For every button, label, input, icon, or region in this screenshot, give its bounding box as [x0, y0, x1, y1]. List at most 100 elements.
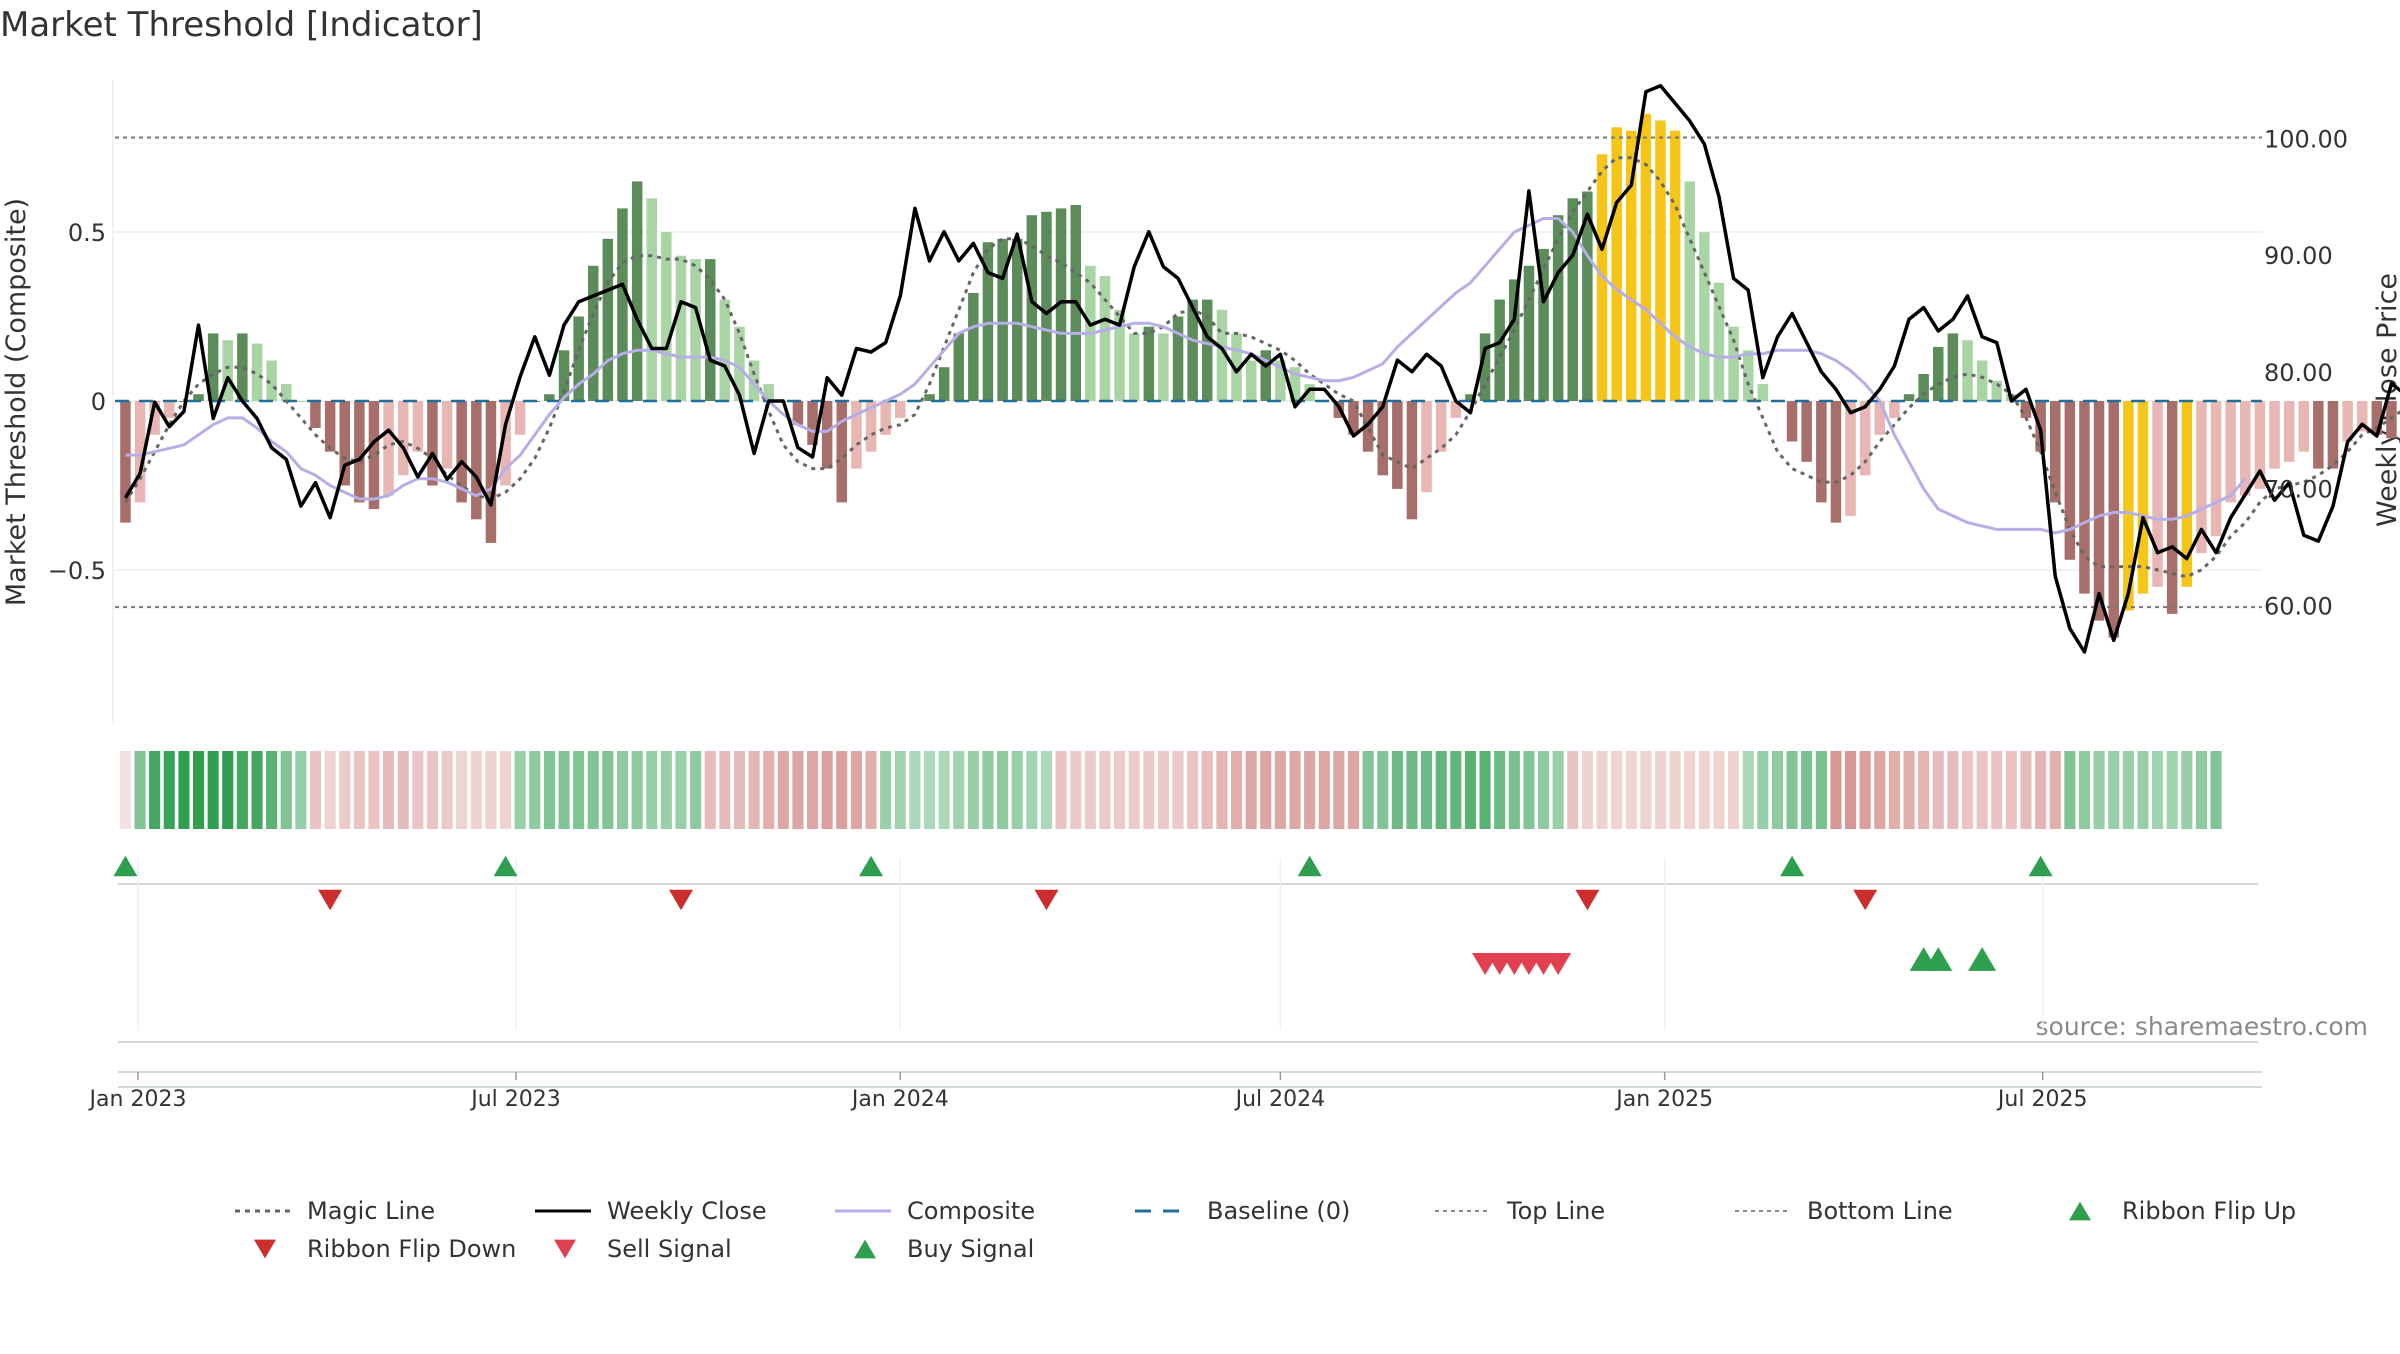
ribbon-cell	[690, 751, 702, 829]
legend-label: Top Line	[1506, 1197, 1605, 1225]
ribbon-cell	[500, 751, 512, 829]
composite-bar	[2357, 401, 2368, 432]
composite-bar	[1830, 401, 1842, 523]
ribbon-cell	[1450, 751, 1462, 829]
ribbon-cell	[1655, 751, 1667, 829]
ribbon-cell	[1274, 751, 1286, 829]
ribbon-cell	[1231, 751, 1243, 829]
y-axis-label-left: Market Threshold (Composite)	[1, 198, 32, 606]
composite-bar	[2210, 401, 2222, 537]
composite-bar	[631, 181, 643, 401]
ribbon-cell	[1962, 751, 1974, 829]
composite-bar	[661, 232, 672, 401]
legend-label: Buy Signal	[907, 1235, 1034, 1263]
composite-bar	[354, 401, 365, 503]
composite-bar	[2181, 401, 2193, 587]
ribbon-cell	[368, 751, 380, 829]
composite-bar	[427, 401, 438, 486]
composite-bar	[2342, 401, 2353, 442]
composite-bar	[2283, 401, 2295, 462]
composite-bar	[1976, 360, 1988, 401]
ribbon-cell	[748, 751, 760, 829]
composite-bar	[1231, 333, 1242, 401]
ribbon-cell	[1640, 751, 1652, 829]
ribbon-cell	[1362, 751, 1374, 829]
ribbon-cell	[1903, 751, 1915, 829]
composite-bar	[1918, 374, 1929, 401]
ribbon-cell	[383, 751, 395, 829]
ribbon-cell	[339, 751, 351, 829]
legend-label: Ribbon Flip Up	[2122, 1197, 2296, 1225]
composite-bar	[456, 401, 467, 503]
composite-bar	[2166, 401, 2178, 614]
composite-line	[125, 217, 2247, 535]
composite-bar	[895, 401, 906, 418]
y-tick-right: 70.00	[2264, 476, 2333, 504]
ribbon-cell	[2035, 751, 2047, 829]
sell-signal-marker	[1545, 952, 1572, 976]
composite-bar	[1684, 181, 1695, 401]
composite-bar	[1421, 401, 1432, 493]
composite-bar	[997, 238, 1008, 401]
composite-bar	[573, 316, 584, 401]
composite-bar	[544, 394, 555, 401]
ribbon-flip-up-marker	[493, 855, 518, 877]
ribbon-cell	[1318, 751, 1330, 829]
composite-bar	[412, 401, 424, 452]
ribbon-cell	[441, 751, 453, 829]
source-note: source: sharemaestro.com	[2036, 1012, 2369, 1041]
composite-bar	[207, 333, 219, 401]
weekly-close-line	[123, 84, 2400, 654]
composite-bar	[2152, 401, 2163, 587]
composite-bar	[2093, 401, 2105, 621]
ribbon-flip-down-marker	[668, 889, 693, 911]
composite-bar	[690, 259, 701, 401]
composite-bar	[1128, 333, 1140, 401]
legend-symbol	[854, 1239, 876, 1259]
composite-bar	[792, 401, 804, 425]
ribbon-cell	[1596, 751, 1608, 829]
composite-bar	[1216, 309, 1228, 401]
ribbon-cell	[836, 751, 848, 829]
composite-bar	[617, 208, 628, 401]
composite-bar	[1669, 130, 1681, 401]
ribbon-cell	[1421, 751, 1433, 829]
composite-bar	[1304, 384, 1315, 401]
composite-bar	[2050, 401, 2061, 503]
composite-bar	[1289, 367, 1301, 401]
composite-bar	[1099, 276, 1111, 401]
composite-bar	[1012, 238, 1023, 401]
composite-bar	[1655, 120, 1666, 401]
ribbon-cell	[1084, 751, 1096, 829]
ribbon-cell	[1114, 751, 1126, 829]
ribbon-cell	[1801, 751, 1813, 829]
ribbon-cell	[660, 751, 672, 829]
ribbon-cell	[1245, 751, 1257, 829]
reference-lines	[115, 136, 2262, 609]
composite-bar	[324, 401, 336, 452]
composite-bar	[1786, 401, 1798, 442]
composite-bar	[1582, 191, 1593, 401]
ribbon-cell	[1026, 751, 1038, 829]
composite-bar	[2020, 401, 2032, 418]
ribbon-cell	[2093, 751, 2105, 829]
ribbon-flip-up-marker	[1297, 855, 1322, 877]
ribbon-cell	[938, 751, 950, 829]
ribbon-cell	[2166, 751, 2178, 829]
ribbon-cell	[149, 751, 161, 829]
ribbon-cell	[1216, 751, 1228, 829]
composite-bar	[588, 265, 599, 401]
ribbon-cell	[1611, 751, 1623, 829]
legend-label: Bottom Line	[1807, 1197, 1953, 1225]
composite-bar	[1962, 340, 1973, 401]
ribbon-cell	[2020, 751, 2032, 829]
composite-bar	[471, 401, 482, 520]
ribbon-cell	[733, 751, 745, 829]
composite-bar	[953, 333, 964, 401]
buy-signal-marker	[1924, 947, 1953, 971]
ribbon-cell	[295, 751, 307, 829]
composite-bar	[1041, 211, 1052, 401]
composite-bar	[2137, 401, 2149, 594]
ribbon-cell	[1508, 751, 1520, 829]
